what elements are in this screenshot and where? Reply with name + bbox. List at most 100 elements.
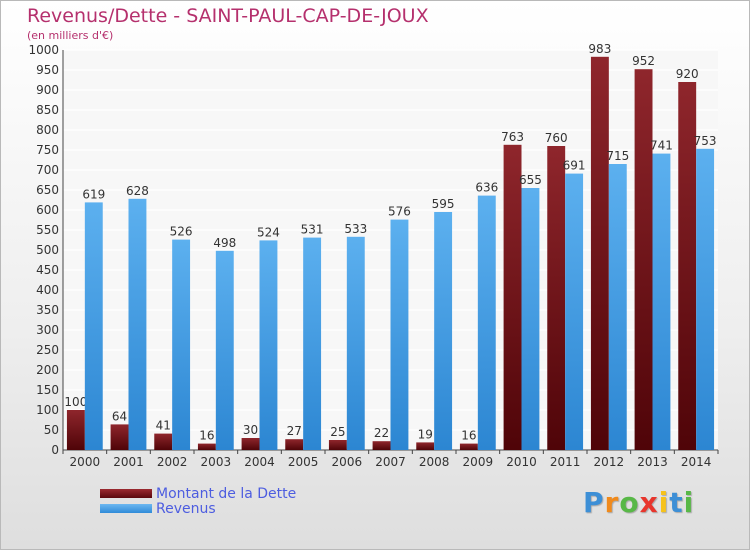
data-label-revenus-2010: 655 [519, 173, 542, 187]
logo-letter: i [683, 486, 695, 519]
bar-revenus-2008 [434, 212, 453, 450]
data-label-dette-2000: 100 [64, 395, 87, 409]
x-tick-label: 2005 [288, 455, 319, 469]
data-label-revenus-2008: 595 [432, 197, 455, 211]
data-label-revenus-2005: 531 [301, 223, 324, 237]
data-label-dette-2005: 27 [287, 424, 302, 438]
y-tick-label: 750 [36, 143, 59, 157]
data-label-revenus-2003: 498 [213, 236, 236, 250]
data-label-dette-2004: 30 [243, 423, 258, 437]
x-tick-label: 2012 [594, 455, 625, 469]
x-tick-label: 2000 [70, 455, 101, 469]
data-label-dette-2003: 16 [199, 429, 214, 443]
bar-revenus-2001 [128, 198, 147, 450]
legend-swatch-revenus [100, 504, 152, 513]
bar-revenus-2013 [652, 153, 671, 450]
logo-letter: t [669, 486, 684, 519]
logo-letter: r [604, 486, 620, 519]
x-tick-label: 2007 [375, 455, 406, 469]
bar-dette-2010 [503, 144, 522, 451]
bar-revenus-2012 [608, 164, 627, 450]
chart-title: Revenus/Dette - SAINT-PAUL-CAP-DE-JOUX [27, 5, 429, 27]
x-tick-label: 2014 [681, 455, 712, 469]
y-tick-label: 250 [36, 343, 59, 357]
chart-subtitle: (en milliers d'€) [27, 29, 114, 42]
logo-letter: o [619, 486, 640, 519]
bar-dette-2012 [590, 56, 609, 451]
proxiti-logo: Proxiti [583, 486, 694, 519]
bar-dette-2014 [678, 82, 697, 450]
bar-dette-2005 [285, 439, 304, 450]
data-label-dette-2009: 16 [461, 429, 476, 443]
y-tick-label: 350 [36, 303, 59, 317]
y-tick-label: 200 [36, 363, 59, 377]
y-tick-label: 850 [36, 103, 59, 117]
bar-dette-2002 [154, 433, 173, 450]
data-label-revenus-2011: 691 [563, 159, 586, 173]
bar-revenus-2002 [172, 239, 191, 450]
logo-letter: i [658, 486, 670, 519]
data-label-revenus-2012: 715 [606, 149, 629, 163]
y-tick-label: 950 [36, 63, 59, 77]
bar-dette-2008 [416, 442, 435, 450]
x-tick-label: 2001 [113, 455, 144, 469]
data-label-dette-2013: 952 [632, 54, 655, 68]
x-tick-label: 2009 [463, 455, 494, 469]
bar-revenus-2000 [84, 202, 103, 450]
x-tick-label: 2006 [332, 455, 363, 469]
bar-dette-2000 [66, 410, 85, 450]
bar-revenus-2006 [346, 236, 365, 450]
legend-swatch-dette [100, 489, 152, 498]
y-tick-label: 550 [36, 223, 59, 237]
data-label-revenus-2002: 526 [170, 225, 193, 239]
data-label-dette-2012: 983 [588, 42, 611, 56]
bar-dette-2004 [241, 438, 260, 450]
data-label-revenus-2001: 628 [126, 184, 149, 198]
data-label-dette-2008: 19 [418, 427, 433, 441]
bar-dette-2006 [328, 440, 347, 450]
y-tick-label: 700 [36, 163, 59, 177]
data-label-revenus-2004: 524 [257, 225, 280, 239]
y-tick-label: 100 [36, 403, 59, 417]
y-tick-label: 900 [36, 83, 59, 97]
data-label-dette-2001: 64 [112, 409, 127, 423]
x-tick-label: 2008 [419, 455, 450, 469]
data-label-revenus-2006: 533 [344, 222, 367, 236]
data-label-revenus-2014: 753 [694, 134, 717, 148]
y-tick-label: 0 [51, 443, 59, 457]
data-label-revenus-2007: 576 [388, 205, 411, 219]
bar-revenus-2010 [521, 188, 540, 450]
y-tick-label: 650 [36, 183, 59, 197]
x-tick-label: 2011 [550, 455, 581, 469]
data-label-revenus-2000: 619 [82, 187, 105, 201]
legend-label-dette: Montant de la Dette [156, 486, 297, 502]
bar-revenus-2005 [303, 237, 322, 450]
bar-dette-2013 [634, 69, 653, 450]
y-tick-label: 300 [36, 323, 59, 337]
data-label-dette-2007: 22 [374, 426, 389, 440]
y-tick-label: 800 [36, 123, 59, 137]
y-tick-label: 400 [36, 283, 59, 297]
data-label-revenus-2013: 741 [650, 139, 673, 153]
bar-revenus-2011 [565, 173, 584, 450]
y-tick-label: 500 [36, 243, 59, 257]
x-tick-label: 2002 [157, 455, 188, 469]
legend-label-revenus: Revenus [156, 501, 216, 517]
bar-revenus-2004 [259, 240, 278, 450]
y-tick-label: 600 [36, 203, 59, 217]
bar-dette-2007 [372, 441, 391, 450]
x-tick-label: 2003 [201, 455, 232, 469]
bar-revenus-2003 [215, 250, 234, 450]
y-tick-label: 150 [36, 383, 59, 397]
bar-dette-2001 [110, 424, 129, 450]
y-tick-label: 1000 [28, 43, 59, 57]
logo-letter: x [639, 486, 659, 519]
y-tick-label: 450 [36, 263, 59, 277]
data-label-dette-2002: 41 [156, 419, 171, 433]
data-label-dette-2014: 920 [676, 67, 699, 81]
bar-dette-2011 [547, 146, 566, 450]
logo-letter: P [583, 486, 605, 519]
data-label-revenus-2009: 636 [475, 181, 498, 195]
bar-revenus-2014 [696, 148, 715, 451]
